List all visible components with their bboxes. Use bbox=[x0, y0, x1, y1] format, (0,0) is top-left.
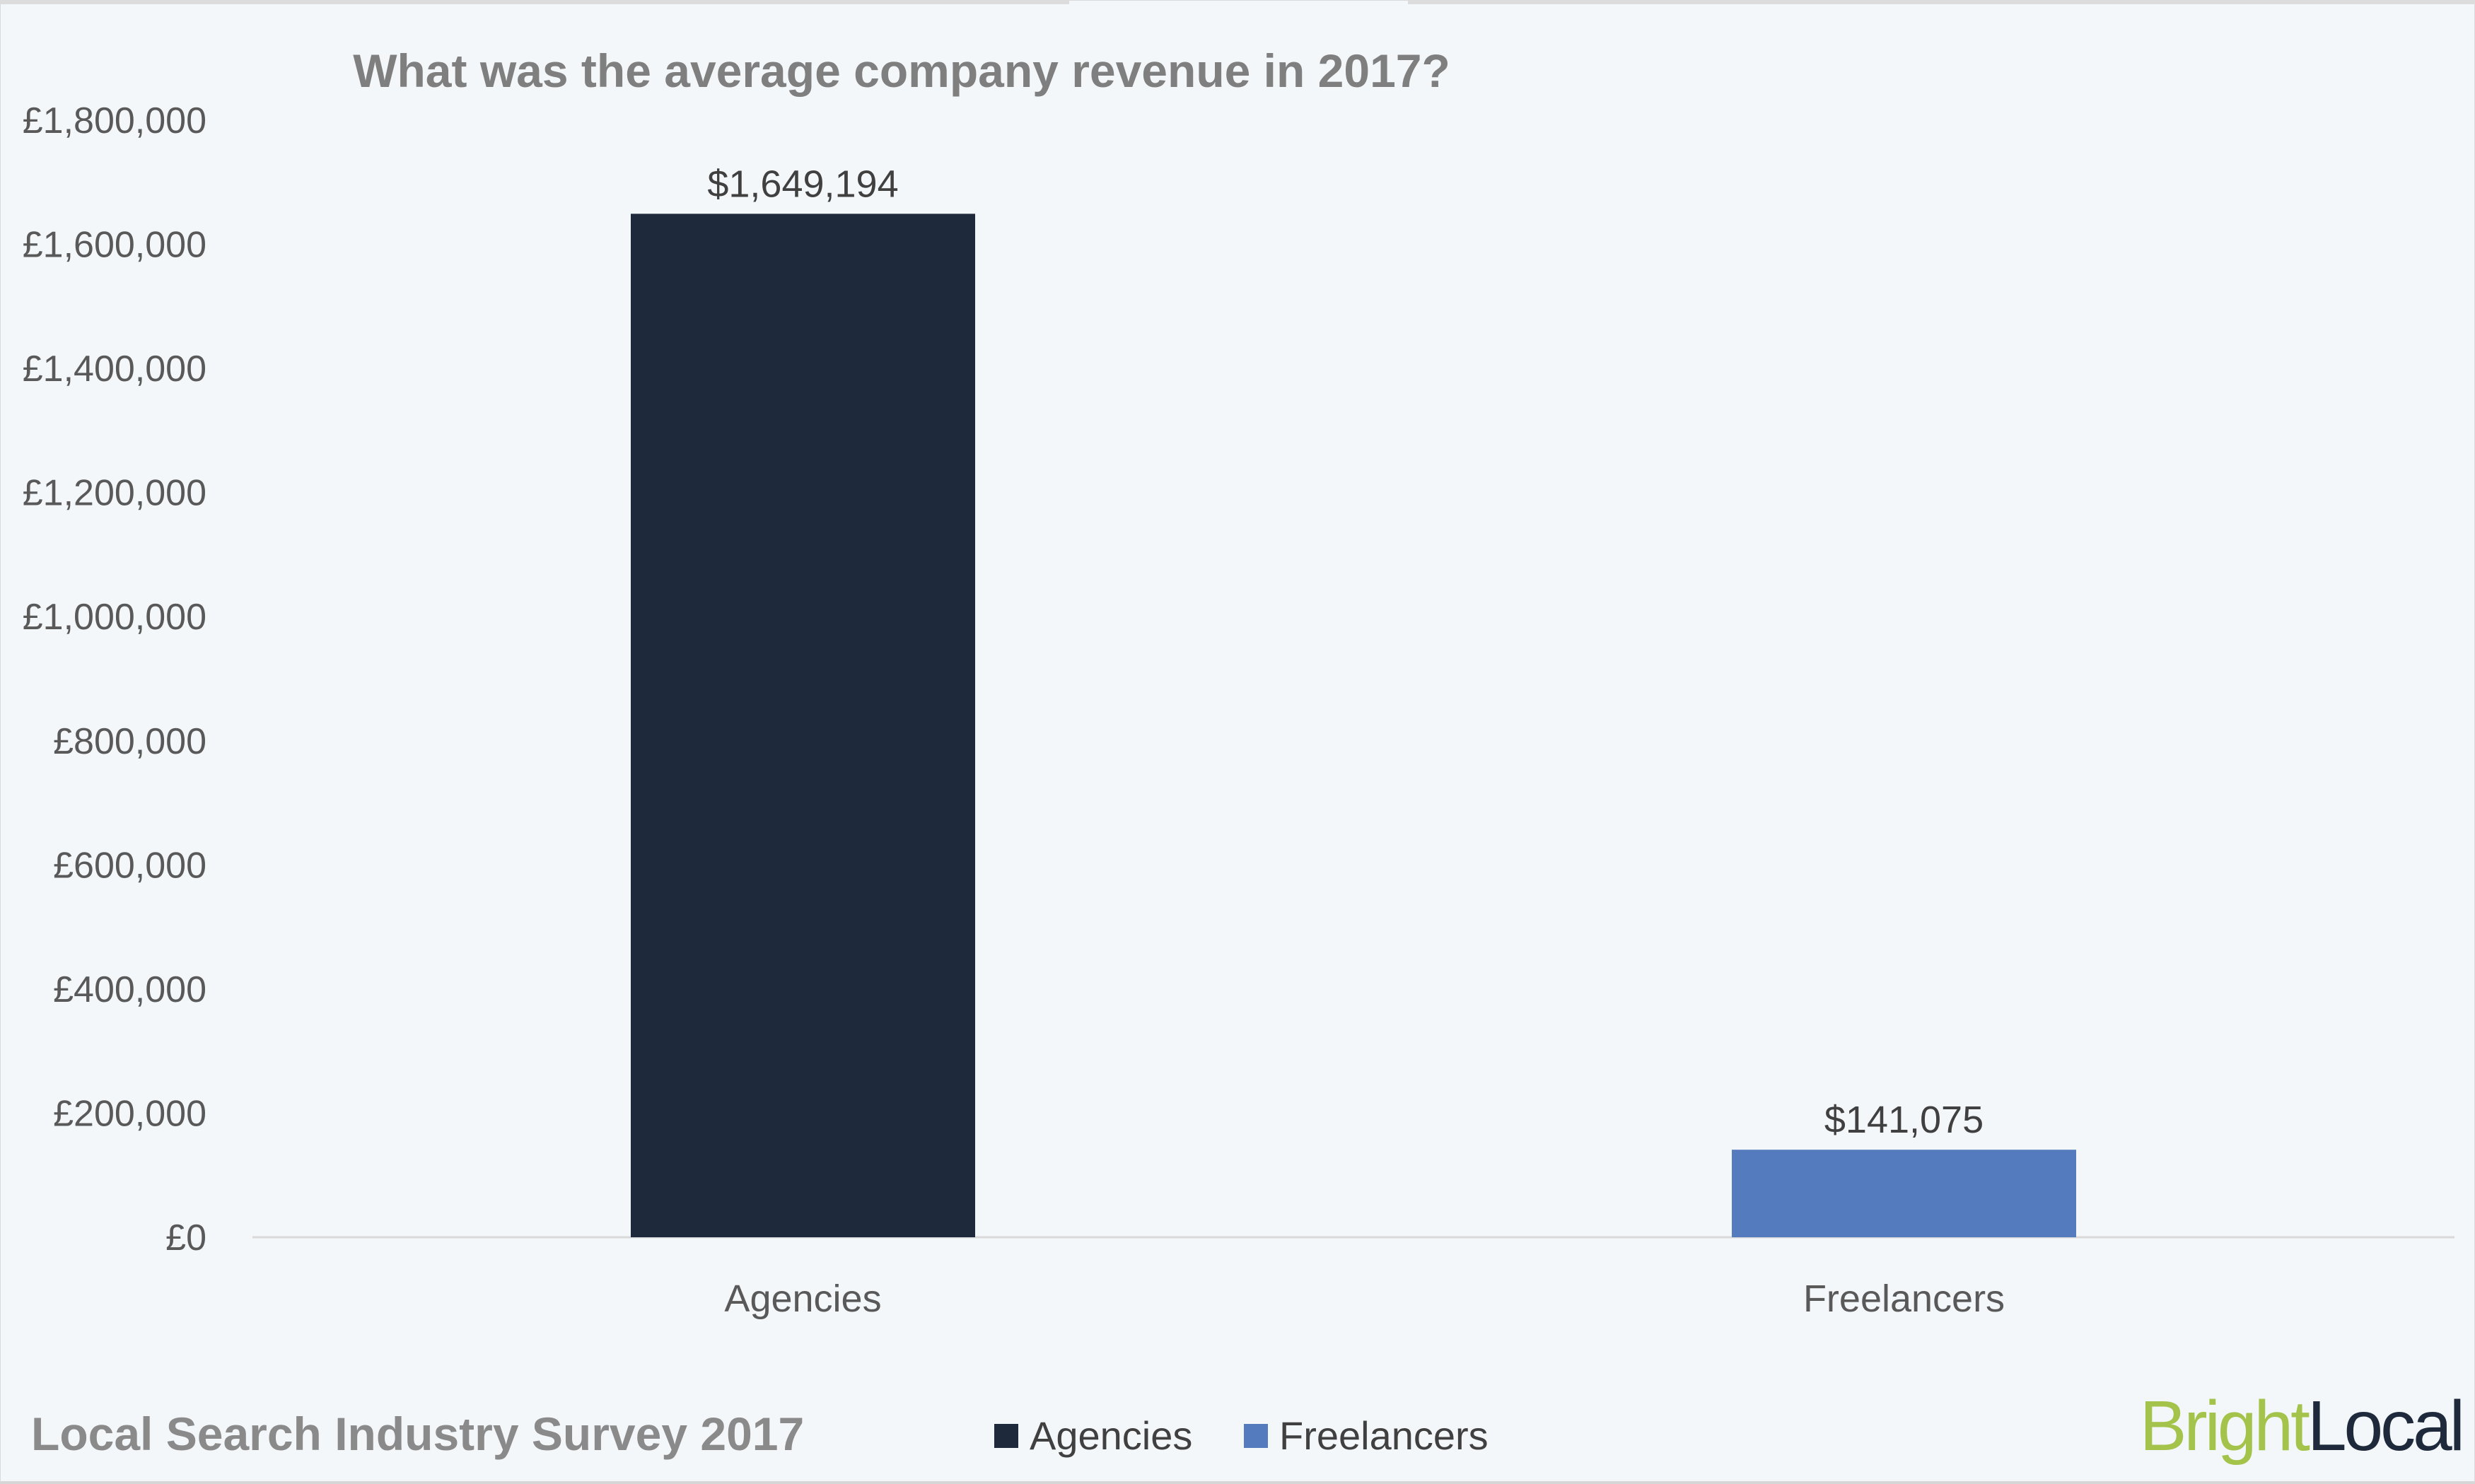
y-tick-label: £800,000 bbox=[53, 721, 206, 762]
legend-swatch bbox=[1244, 1423, 1268, 1448]
brightlocal-logo: BrightLocal bbox=[2139, 1386, 2465, 1467]
bar-freelancers bbox=[1732, 1150, 2076, 1237]
x-category-label: Freelancers bbox=[1803, 1278, 2005, 1320]
x-category-label: Agencies bbox=[724, 1278, 881, 1320]
y-tick-label: £400,000 bbox=[53, 969, 206, 1010]
logo-part-bright: Bright bbox=[2139, 1386, 2310, 1466]
legend-item-agencies: Agencies bbox=[994, 1413, 1192, 1459]
legend-label: Freelancers bbox=[1279, 1413, 1489, 1458]
legend-swatch bbox=[994, 1423, 1018, 1448]
legend-label: Agencies bbox=[1030, 1413, 1193, 1458]
y-tick-label: £600,000 bbox=[53, 845, 206, 886]
chart-title: What was the average company revenue in … bbox=[353, 45, 1450, 97]
y-tick-label: £1,600,000 bbox=[23, 225, 206, 266]
top-border bbox=[0, 0, 1069, 4]
footer-text: Local Search Industry Survey 2017 bbox=[31, 1408, 805, 1460]
y-tick-label: £1,200,000 bbox=[23, 473, 206, 514]
top-border bbox=[1408, 0, 2475, 4]
logo-part-local: Local bbox=[2307, 1386, 2465, 1466]
y-tick-label: £1,000,000 bbox=[23, 597, 206, 638]
bar-agencies bbox=[631, 214, 975, 1237]
legend-item-freelancers: Freelancers bbox=[1244, 1413, 1489, 1459]
y-tick-label: £0 bbox=[165, 1217, 206, 1258]
y-tick-label: £200,000 bbox=[53, 1093, 206, 1134]
y-tick-label: £1,800,000 bbox=[23, 100, 206, 141]
data-label: $141,075 bbox=[1824, 1099, 1984, 1141]
data-label: $1,649,194 bbox=[707, 163, 898, 205]
y-tick-label: £1,400,000 bbox=[23, 349, 206, 390]
